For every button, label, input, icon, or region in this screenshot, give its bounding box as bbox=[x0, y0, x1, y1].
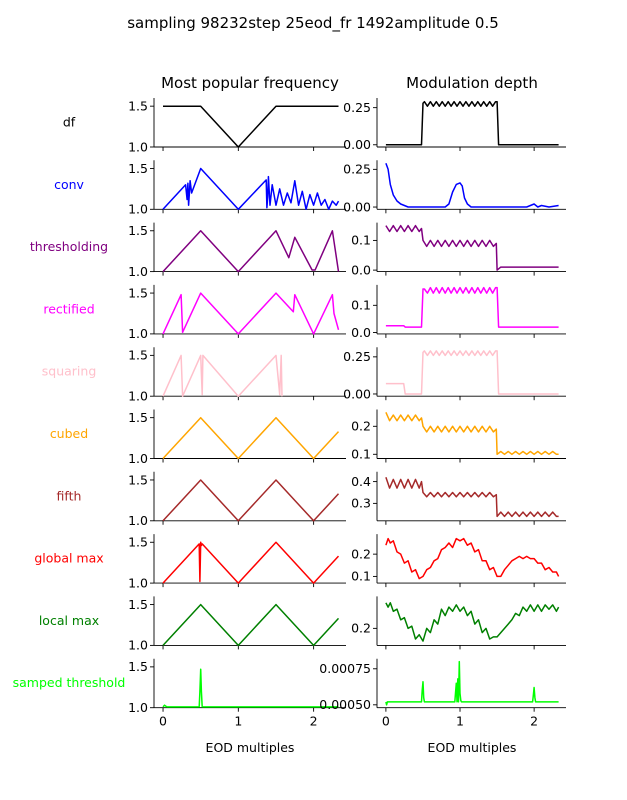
y-tick-label: 1.0 bbox=[128, 513, 148, 528]
y-tick-label: 0.2 bbox=[351, 621, 371, 636]
y-tick-label: 1.5 bbox=[128, 659, 148, 674]
y-tick-label: 1.5 bbox=[128, 348, 148, 363]
subplot-grid: df conv thresholding rectified squaring cubed… bbox=[13, 98, 566, 729]
y-tick-label: 0.25 bbox=[343, 100, 371, 115]
series-line-global-max bbox=[162, 541, 340, 584]
figure-suptitle: sampling 98232step 25eod_fr 1492amplitud… bbox=[127, 14, 499, 33]
y-tick-label: 0.2 bbox=[351, 419, 371, 434]
series-line-df bbox=[163, 105, 339, 148]
y-tick-label: 1.0 bbox=[128, 139, 148, 154]
y-tick-label: 1.0 bbox=[128, 575, 148, 590]
series-line-samped-threshold bbox=[385, 660, 559, 706]
y-tick-label: 0.00050 bbox=[319, 697, 371, 712]
y-tick-label: 0.1 bbox=[351, 569, 371, 584]
y-tick-label: 0.25 bbox=[343, 349, 371, 364]
series-line-global-max bbox=[385, 537, 560, 580]
x-axis-label-right: EOD multiples bbox=[428, 740, 517, 755]
x-tick-label: 2 bbox=[530, 714, 538, 729]
row-label: cubed bbox=[50, 426, 88, 441]
x-tick-label: 1 bbox=[456, 714, 464, 729]
column-title-modulation: Modulation depth bbox=[406, 74, 538, 92]
row-label: thresholding bbox=[30, 239, 108, 254]
y-tick-label: 1.0 bbox=[128, 638, 148, 653]
y-tick-label: 1.0 bbox=[128, 700, 148, 715]
y-tick-label: 1.0 bbox=[128, 451, 148, 466]
series-line-samped-threshold bbox=[162, 668, 339, 708]
series-line-cubed bbox=[162, 416, 340, 460]
row-label: local max bbox=[39, 613, 99, 628]
series-line-fifth bbox=[162, 479, 340, 522]
y-tick-label: 0.1 bbox=[351, 447, 371, 462]
y-tick-label: 1.5 bbox=[128, 99, 148, 114]
x-tick-label: 1 bbox=[234, 714, 242, 729]
y-tick-label: 0.0 bbox=[351, 325, 371, 340]
y-tick-label: 0.4 bbox=[351, 474, 371, 489]
y-tick-label: 1.5 bbox=[128, 472, 148, 487]
row-label: samped threshold bbox=[13, 675, 126, 690]
series-line-conv bbox=[162, 167, 340, 211]
y-tick-label: 0.3 bbox=[351, 496, 371, 511]
y-tick-label: 0.00 bbox=[343, 137, 371, 152]
series-line-local-max bbox=[162, 603, 340, 647]
y-tick-label: 1.0 bbox=[128, 326, 148, 341]
series-line-cubed bbox=[385, 411, 559, 456]
series-line-rectified bbox=[385, 286, 559, 328]
y-tick-label: 0.25 bbox=[343, 162, 371, 177]
x-tick-label: 0 bbox=[382, 714, 390, 729]
y-tick-label: 1.0 bbox=[128, 389, 148, 404]
series-line-squaring bbox=[162, 354, 283, 397]
series-line-rectified bbox=[162, 292, 340, 335]
series-line-thresholding bbox=[385, 224, 559, 271]
y-tick-label: 0.00075 bbox=[319, 661, 371, 676]
y-tick-label: 0.00 bbox=[343, 199, 371, 214]
series-line-conv bbox=[385, 163, 559, 208]
y-tick-label: 1.5 bbox=[128, 161, 148, 176]
y-tick-label: 0.2 bbox=[351, 546, 371, 561]
x-tick-label: 0 bbox=[159, 714, 167, 729]
y-tick-label: 0.00 bbox=[343, 386, 371, 401]
x-axis-label-left: EOD multiples bbox=[206, 740, 295, 755]
y-tick-label: 0.0 bbox=[351, 262, 371, 277]
series-line-fifth bbox=[385, 476, 559, 518]
series-line-thresholding bbox=[162, 230, 340, 273]
y-tick-label: 1.5 bbox=[128, 410, 148, 425]
series-line-local-max bbox=[385, 602, 560, 642]
row-label: squaring bbox=[42, 364, 97, 379]
y-tick-label: 1.5 bbox=[128, 285, 148, 300]
y-tick-label: 1.0 bbox=[128, 264, 148, 279]
row-label: fifth bbox=[57, 488, 82, 503]
column-title-frequency: Most popular frequency bbox=[161, 74, 339, 92]
y-tick-label: 1.5 bbox=[128, 597, 148, 612]
y-tick-label: 1.0 bbox=[128, 202, 148, 217]
row-label: global max bbox=[34, 551, 103, 566]
y-tick-label: 0.1 bbox=[351, 298, 371, 313]
series-line-df bbox=[385, 100, 559, 146]
series-line-squaring bbox=[385, 350, 559, 395]
row-label: df bbox=[63, 115, 76, 130]
y-tick-label: 0.1 bbox=[351, 233, 371, 248]
row-label: conv bbox=[54, 177, 84, 192]
row-label: rectified bbox=[43, 301, 94, 316]
x-tick-label: 2 bbox=[310, 714, 318, 729]
y-tick-label: 1.5 bbox=[128, 223, 148, 238]
y-tick-label: 1.5 bbox=[128, 535, 148, 550]
